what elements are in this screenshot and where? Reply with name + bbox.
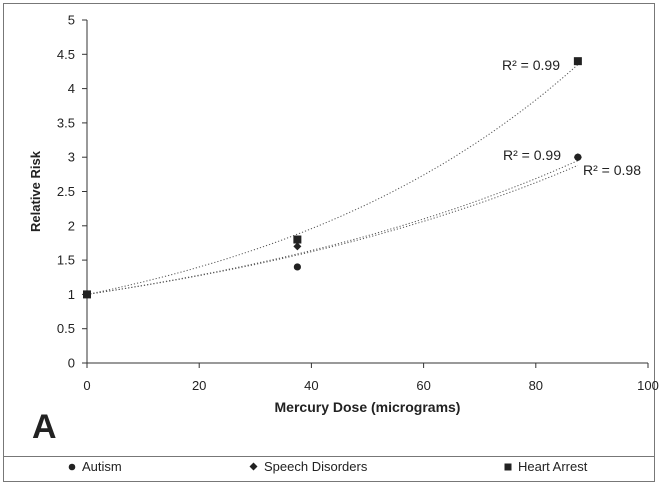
- legend-divider: [4, 456, 654, 457]
- y-tick-label: 2.5: [57, 184, 75, 199]
- y-tick-label: 4.5: [57, 47, 75, 62]
- r2-label-speech-disorders: R² = 0.98: [583, 162, 641, 178]
- data-point-heart-arrest: [83, 290, 91, 299]
- y-tick-label: 1.5: [57, 253, 75, 268]
- y-tick-label: 2: [68, 218, 75, 233]
- data-point-speech-disorders: [573, 153, 582, 162]
- x-tick-label: 60: [416, 378, 430, 393]
- legend-label-autism: Autism: [82, 459, 122, 474]
- data-point-heart-arrest: [573, 57, 582, 66]
- legend-label-heart-arrest: Heart Arrest: [518, 459, 588, 474]
- legend-item-heart-arrest: Heart Arrest: [504, 459, 587, 474]
- trendline-speech-disorders: [86, 164, 579, 295]
- x-tick-label: 20: [192, 378, 206, 393]
- data-point-heart-arrest: [293, 235, 302, 244]
- y-tick-label: 0.5: [57, 321, 75, 336]
- y-tick-label: 4: [68, 81, 75, 96]
- x-tick-label: 100: [637, 378, 659, 393]
- diamond-marker-icon: [249, 462, 258, 471]
- data-point-speech-disorders: [293, 242, 302, 251]
- legend-item-autism: Autism: [68, 459, 122, 474]
- y-axis-title: Relative Risk: [28, 150, 43, 232]
- y-tick-label: 0: [68, 356, 75, 371]
- r2-label-heart-arrest: R² = 0.99: [502, 57, 560, 73]
- legend-item-speech-disorders: Speech Disorders: [249, 459, 367, 474]
- legend: Autism Speech Disorders Heart Arrest: [4, 457, 654, 481]
- y-tick-label: 5: [68, 13, 75, 28]
- chart-frame: [3, 3, 655, 482]
- x-tick-label: 80: [529, 378, 543, 393]
- legend-label-speech-disorders: Speech Disorders: [264, 459, 368, 474]
- trendline-autism: [86, 160, 579, 295]
- data-point-autism: [293, 263, 301, 271]
- panel-label: A: [32, 408, 57, 446]
- y-tick-label: 3.5: [57, 115, 75, 130]
- x-tick-label: 40: [304, 378, 318, 393]
- trendline-heart-arrest: [86, 64, 579, 295]
- square-marker-icon: [504, 463, 512, 470]
- y-tick-label: 1: [68, 287, 75, 302]
- x-tick-label: 0: [83, 378, 90, 393]
- circle-marker-icon: [68, 463, 76, 470]
- r2-label-autism: R² = 0.99: [503, 147, 561, 163]
- y-tick-label: 3: [68, 150, 75, 165]
- x-axis-title: Mercury Dose (micrograms): [275, 399, 461, 415]
